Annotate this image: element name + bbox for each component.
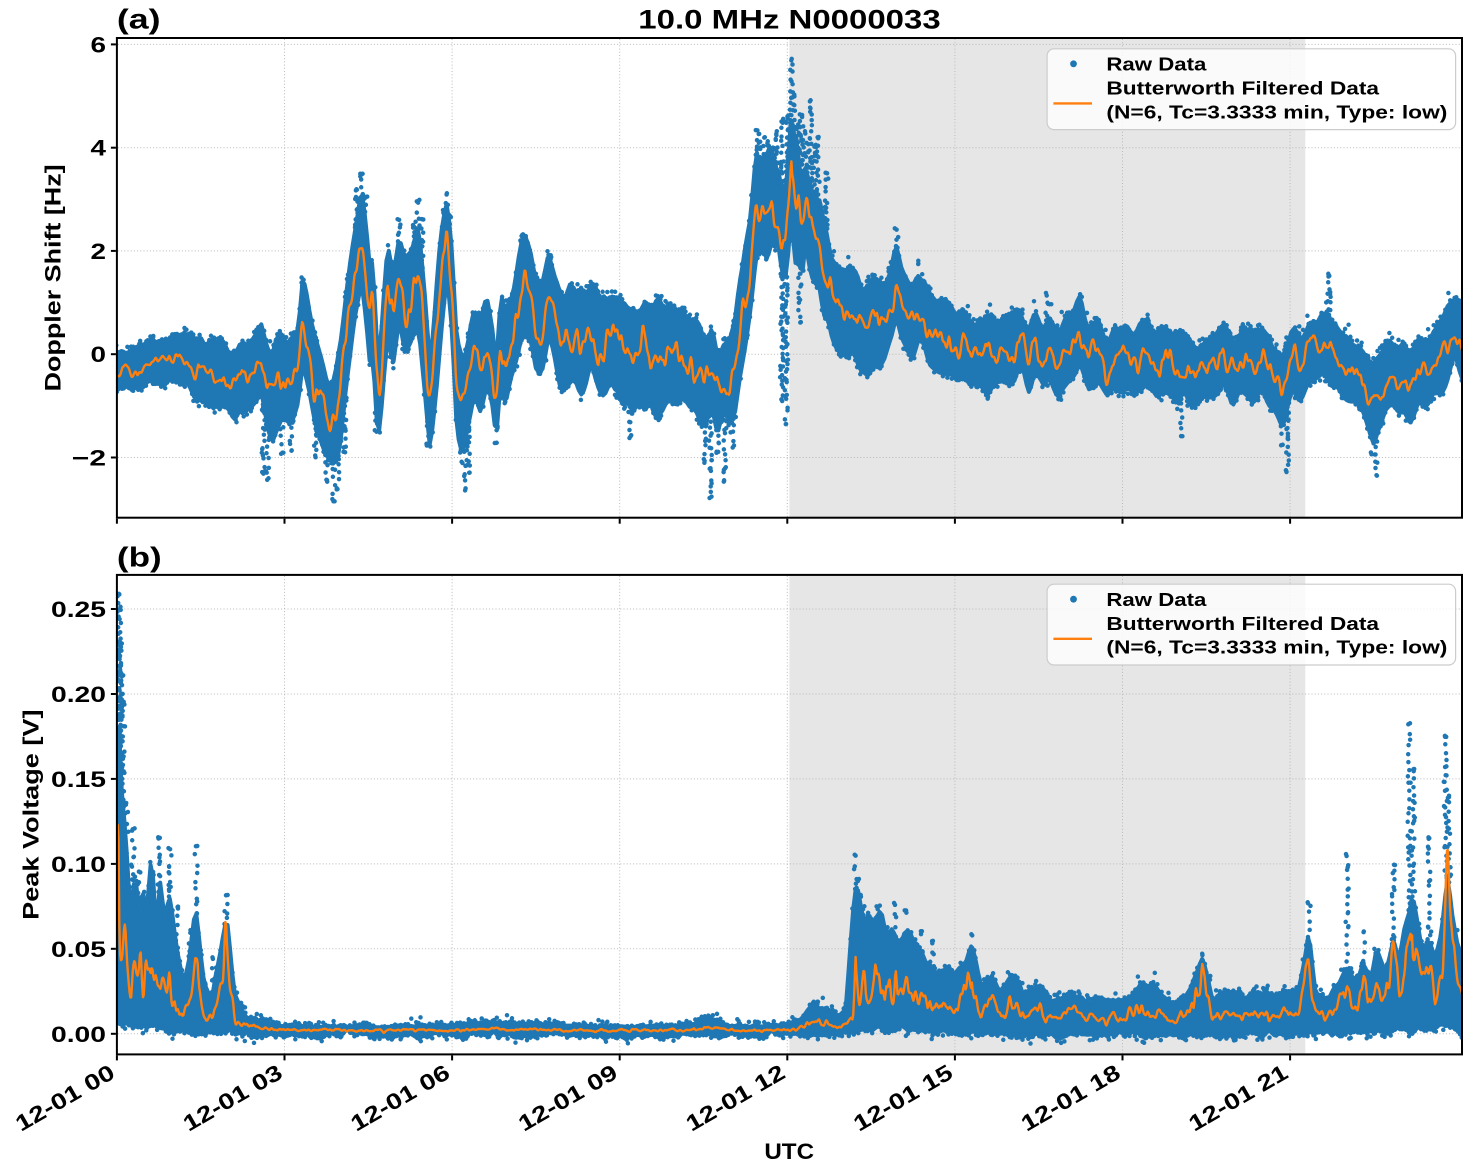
svg-text:Raw Data: Raw Data: [1106, 54, 1207, 75]
svg-text:(a): (a): [117, 4, 161, 35]
svg-text:0.15: 0.15: [51, 767, 106, 792]
svg-text:0: 0: [91, 342, 107, 367]
svg-text:−2: −2: [72, 445, 106, 470]
svg-text:Butterworth Filtered Data: Butterworth Filtered Data: [1106, 77, 1379, 98]
svg-text:Butterworth Filtered Data: Butterworth Filtered Data: [1106, 613, 1379, 634]
svg-text:0.00: 0.00: [51, 1022, 106, 1047]
svg-text:Doppler Shift [Hz]: Doppler Shift [Hz]: [41, 164, 66, 391]
svg-text:(N=6, Tc=3.3333 min, Type: low: (N=6, Tc=3.3333 min, Type: low): [1106, 101, 1447, 122]
svg-text:4: 4: [91, 136, 107, 161]
svg-text:10.0 MHz N0000033: 10.0 MHz N0000033: [638, 5, 940, 35]
svg-text:0.25: 0.25: [51, 597, 106, 622]
svg-text:(b): (b): [117, 541, 162, 572]
svg-text:0.20: 0.20: [51, 682, 106, 707]
svg-text:Raw Data: Raw Data: [1106, 589, 1207, 610]
svg-text:2: 2: [91, 239, 107, 264]
svg-text:0.10: 0.10: [51, 852, 106, 877]
svg-text:(N=6, Tc=3.3333 min, Type: low: (N=6, Tc=3.3333 min, Type: low): [1106, 637, 1447, 658]
svg-text:Peak Voltage [V]: Peak Voltage [V]: [19, 710, 44, 920]
svg-text:0.05: 0.05: [51, 937, 106, 962]
svg-text:6: 6: [91, 32, 107, 57]
svg-text:UTC: UTC: [764, 1139, 814, 1164]
